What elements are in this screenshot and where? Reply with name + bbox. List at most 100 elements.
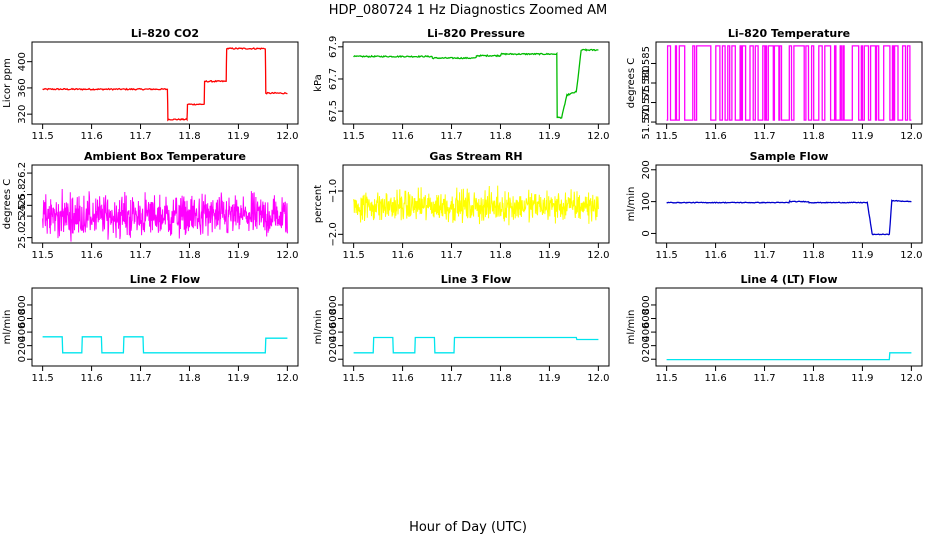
y-axis-label: ml/min [626, 187, 637, 222]
series-line [666, 352, 912, 361]
y-tick-label: 26.2 [17, 162, 28, 184]
x-tick-label: 11.7 [440, 131, 462, 142]
panel-0: Li–820 CO2 11.5 11.6 11.7 11.8 11.9 12.0 320 360… [2, 27, 299, 142]
x-tick-label: 11.7 [129, 131, 151, 142]
y-axis-label: Licor ppm [2, 58, 13, 108]
x-tick-label: 11.9 [851, 250, 873, 261]
x-tick-label: 11.6 [80, 131, 102, 142]
x-tick-label: 11.6 [80, 373, 102, 384]
y-tick-label: 25.8 [17, 183, 28, 205]
panel-1: Li–820 Pressure 11.5 11.6 11.7 11.8 11.9 12.0 6… [313, 27, 610, 142]
panel-title: Line 2 Flow [130, 273, 200, 286]
x-tick-label: 11.7 [440, 373, 462, 384]
x-tick-label: 11.8 [802, 131, 824, 142]
x-tick-label: 12.0 [276, 250, 298, 261]
x-tick-label: 11.8 [489, 373, 511, 384]
panel-title: Li–820 CO2 [131, 27, 199, 40]
panel-title: Ambient Box Temperature [84, 150, 246, 163]
panel-7: Line 3 Flow 11.5 11.6 11.7 11.8 11.9 12.0 02004… [313, 273, 610, 384]
y-tick-label: 600 [17, 309, 28, 328]
x-tick-label: 12.0 [900, 250, 922, 261]
x-tick-label: 11.5 [32, 131, 54, 142]
y-tick-label: 200 [641, 336, 652, 355]
y-tick-label: 320 [17, 105, 28, 124]
x-tick-label: 11.6 [391, 373, 413, 384]
x-tick-label: 12.0 [587, 131, 609, 142]
y-tick-label: 400 [328, 323, 339, 342]
y-tick-label: 51.580 [641, 66, 652, 101]
plot-frame [342, 164, 610, 244]
y-tick-label: 67.9 [328, 36, 339, 58]
y-axis-label: ml/min [313, 310, 324, 345]
x-tick-label: 12.0 [276, 373, 298, 384]
x-tick-label: 11.5 [343, 250, 365, 261]
y-tick-label: 600 [641, 309, 652, 328]
y-tick-label: 800 [17, 295, 28, 314]
x-axis-label: Hour of Day (UTC) [409, 520, 527, 535]
x-tick-label: 11.7 [753, 250, 775, 261]
x-tick-label: 11.7 [753, 373, 775, 384]
panel-2: Li–820 Temperature 11.5 11.6 11.7 11.8 11.9 12… [626, 27, 923, 142]
x-tick-label: 11.6 [391, 250, 413, 261]
y-tick-label: 800 [641, 295, 652, 314]
plot-frame [31, 41, 299, 125]
y-axis-label: percent [313, 185, 324, 223]
y-axis-label: kPa [313, 74, 324, 92]
y-axis-label: degrees C [626, 58, 637, 108]
x-tick-label: 11.6 [704, 250, 726, 261]
y-tick-label: 800 [328, 295, 339, 314]
series-line [353, 185, 599, 226]
x-tick-label: 12.0 [587, 373, 609, 384]
series-line [42, 336, 288, 354]
x-tick-label: 11.9 [227, 131, 249, 142]
x-tick-label: 11.8 [802, 373, 824, 384]
panel-5: Sample Flow 11.5 11.6 11.7 11.8 11.9 12.0 0 100 2… [626, 150, 923, 261]
y-tick-label: 200 [328, 336, 339, 355]
x-tick-label: 11.9 [538, 373, 560, 384]
y-tick-label: 51.570 [641, 105, 652, 140]
series-line [353, 336, 599, 354]
x-tick-label: 11.7 [129, 373, 151, 384]
panel-title: Li–820 Temperature [728, 27, 850, 40]
plot-frame [31, 164, 299, 244]
y-tick-label: 51.585 [641, 46, 652, 81]
y-tick-label: 0 [17, 356, 28, 362]
y-tick-label: 0 [641, 356, 652, 362]
y-tick-label: 100 [641, 192, 652, 211]
x-tick-label: 11.6 [704, 373, 726, 384]
x-tick-label: 11.9 [851, 131, 873, 142]
plot-frame [655, 287, 923, 367]
y-tick-label: 360 [17, 78, 28, 97]
series-line [666, 45, 912, 121]
x-tick-label: 11.8 [178, 131, 200, 142]
y-tick-label: 67.7 [328, 68, 339, 90]
x-tick-label: 11.9 [538, 250, 560, 261]
plot-frame [342, 41, 610, 125]
x-tick-label: 11.7 [440, 250, 462, 261]
x-tick-label: 11.5 [656, 250, 678, 261]
x-tick-label: 11.7 [753, 131, 775, 142]
series-line [666, 199, 912, 236]
y-tick-label: 67.5 [328, 100, 339, 122]
y-tick-label: 25.6 [17, 194, 28, 216]
x-tick-label: 12.0 [587, 250, 609, 261]
x-tick-label: 11.5 [656, 373, 678, 384]
panel-title: Sample Flow [750, 150, 829, 163]
y-tick-label: 51.575 [641, 85, 652, 120]
plot-frame [31, 287, 299, 367]
plot-frame [342, 287, 610, 367]
x-tick-label: 11.6 [391, 131, 413, 142]
panel-4: Gas Stream RH 11.5 11.6 11.7 11.8 11.9 12.0 −2.… [313, 150, 610, 261]
x-tick-label: 11.9 [227, 373, 249, 384]
plot-frame [655, 164, 923, 244]
series-line [42, 188, 288, 242]
y-tick-label: −1.0 [328, 179, 339, 203]
x-tick-label: 11.9 [538, 131, 560, 142]
panel-title: Line 4 (LT) Flow [741, 273, 838, 286]
x-tick-label: 11.8 [802, 250, 824, 261]
x-tick-label: 11.5 [32, 250, 54, 261]
y-tick-label: 200 [641, 160, 652, 179]
panel-title: Gas Stream RH [429, 150, 522, 163]
x-tick-label: 11.5 [343, 131, 365, 142]
x-tick-label: 11.6 [704, 131, 726, 142]
